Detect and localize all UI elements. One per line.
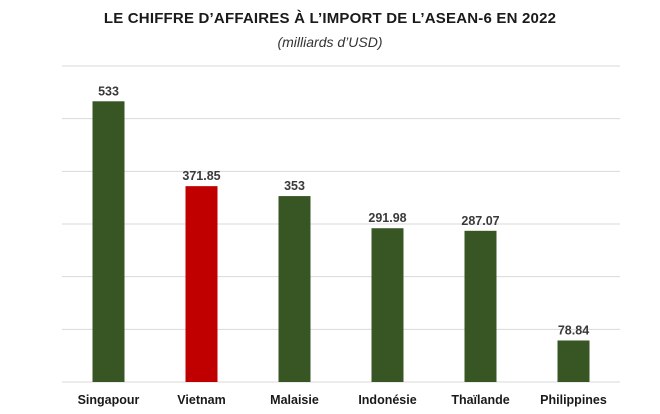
category-label: Vietnam [177,393,225,407]
bar-philippines [557,340,590,382]
value-labels-group: 533 371.85 353 291.98 287.07 78.84 [98,84,589,337]
category-label: Indonésie [358,393,416,407]
bar-singapour [92,101,125,382]
category-label: Singapour [78,393,140,407]
bar-vietnam [185,186,218,382]
value-label: 78.84 [558,323,589,337]
chart-title: LE CHIFFRE D’AFFAIRES À L’IMPORT DE L’AS… [103,10,557,27]
bars-group [92,101,590,382]
value-label: 371.85 [182,169,220,183]
category-label: Malaisie [270,393,319,407]
gridlines [62,65,620,383]
category-label: Philippines [540,393,607,407]
bar-thaïlande [464,230,497,382]
value-label: 287.07 [461,214,499,228]
bar-malaisie [278,196,311,382]
value-label: 353 [284,179,305,193]
category-label: Thaïlande [451,393,509,407]
bar-indonésie [371,228,404,382]
chart-subtitle: (milliards d’USD) [277,34,383,50]
category-labels-group: Singapour Vietnam Malaisie Indonésie Thaïlan… [78,393,607,407]
value-label: 533 [98,84,119,98]
value-label: 291.98 [368,211,406,225]
